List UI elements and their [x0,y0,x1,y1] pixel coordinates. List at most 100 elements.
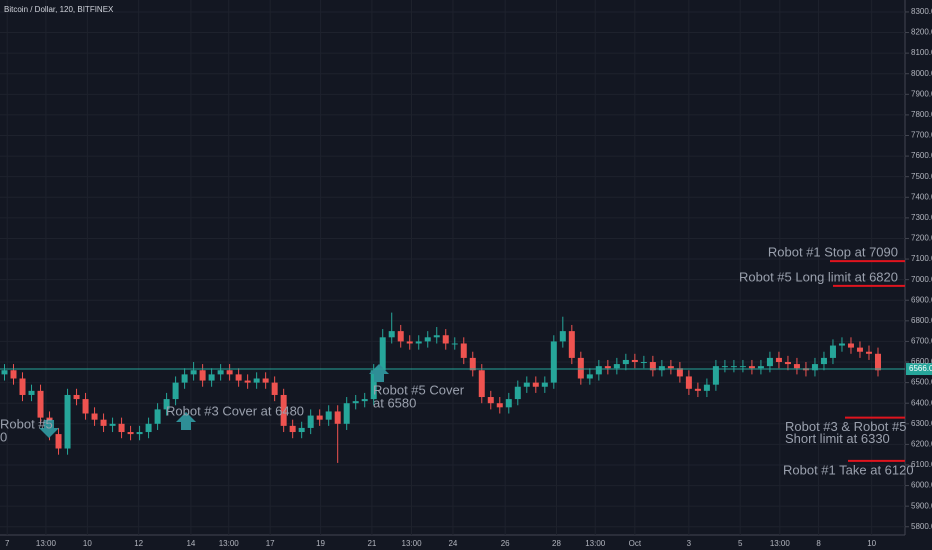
y-tick-label: 5800.0 [911,522,932,531]
level-label: Robot #5 Long limit at 6820 [739,269,898,284]
candle-body [865,351,872,354]
candle-body [658,366,665,371]
candle-body [91,413,98,420]
x-tick-label: 13:00 [585,539,606,548]
x-tick-label: 13:00 [402,539,423,548]
candle-body [433,335,440,338]
y-tick-label: 6100.0 [911,460,932,469]
candle-body [766,357,773,367]
annotation: 0 [0,429,7,444]
candle-body [838,343,845,346]
x-tick-label: 10 [867,539,876,548]
y-tick-label: 7800.0 [911,110,932,119]
candle-body [163,399,170,410]
candle-body [559,331,566,342]
candle-body [469,357,476,371]
candle-body [829,345,836,358]
y-tick-label: 6000.0 [911,481,932,490]
candle-body [127,432,134,435]
y-tick-label: 7600.0 [911,151,932,160]
candle-body [370,370,377,400]
candle-body [406,341,413,344]
candle-body [676,368,683,377]
x-tick-label: 26 [501,539,510,548]
candle-body [460,343,467,358]
candle-body [217,370,224,375]
candle-body [298,427,305,433]
y-tick-label: 6200.0 [911,440,932,449]
candle-body [316,415,323,420]
candle-body [604,366,611,369]
y-tick-label: 8200.0 [911,28,932,37]
y-tick-label: 6400.0 [911,398,932,407]
candle-body [541,382,548,387]
candle-body [874,353,881,371]
candle-body [451,343,458,345]
candle-body [82,399,89,414]
candle-body [631,359,638,363]
candle-body [172,382,179,400]
level-label: Robot #1 Stop at 7090 [768,245,898,260]
candle-body [19,378,26,395]
y-tick-label: 6700.0 [911,337,932,346]
candle-body [784,362,791,365]
candle-body [208,374,215,381]
candle-body [811,364,818,371]
last-price-box [906,363,932,376]
x-tick-label: 28 [552,539,561,548]
candle-body [190,370,197,375]
candle-body [100,419,107,426]
y-tick-label: 6900.0 [911,295,932,304]
level-label: Short limit at 6330 [785,431,890,446]
candle-body [532,382,539,387]
y-tick-label: 7400.0 [911,192,932,201]
candle-body [397,331,404,342]
candle-body [73,394,80,400]
x-tick-label: 5 [738,539,743,548]
candle-body [739,366,746,368]
y-tick-label: 7000.0 [911,275,932,284]
candle-body [325,411,332,420]
candle-body [1,370,8,375]
candle-body [136,432,143,435]
candle-body [10,370,17,379]
candle-body [361,399,368,402]
candle-body [505,399,512,408]
x-tick-label: 3 [687,539,692,548]
y-tick-label: 7100.0 [911,254,932,263]
candle-body [181,374,188,383]
candle-body [730,366,737,368]
x-tick-label: 17 [266,539,275,548]
candle-body [271,382,278,395]
candle-body [757,366,764,369]
candle-body [343,403,350,424]
candle-body [235,374,242,381]
chart-title: Bitcoin / Dollar, 120, BITFINEX [4,5,114,14]
overlays: 6566.0 Robot #1 Stop at 7090 Robot #5 Long… [0,245,932,477]
candle-body [307,415,314,428]
y-tick-label: 6500.0 [911,378,932,387]
candle-body [424,337,431,342]
x-tick-label: 14 [186,539,195,548]
x-tick-label: 7 [5,539,10,548]
candle-body [226,370,233,375]
y-tick-label: 7900.0 [911,89,932,98]
y-tick-label: 8100.0 [911,48,932,57]
candle-body [856,347,863,352]
candle-body [496,403,503,408]
candle-body [118,423,125,433]
candle-body [514,386,521,400]
candle-body [748,366,755,369]
y-tick-label: 5900.0 [911,501,932,510]
candle-body [685,376,692,389]
y-tick-label: 7200.0 [911,234,932,243]
candle-body [595,366,602,375]
candle-body [586,374,593,379]
candle-body [244,380,251,383]
arrow-up [176,412,196,430]
level-label: Robot #3 & Robot #5 [785,419,906,434]
candle-body [379,337,386,371]
x-tick-label: 8 [816,539,821,548]
